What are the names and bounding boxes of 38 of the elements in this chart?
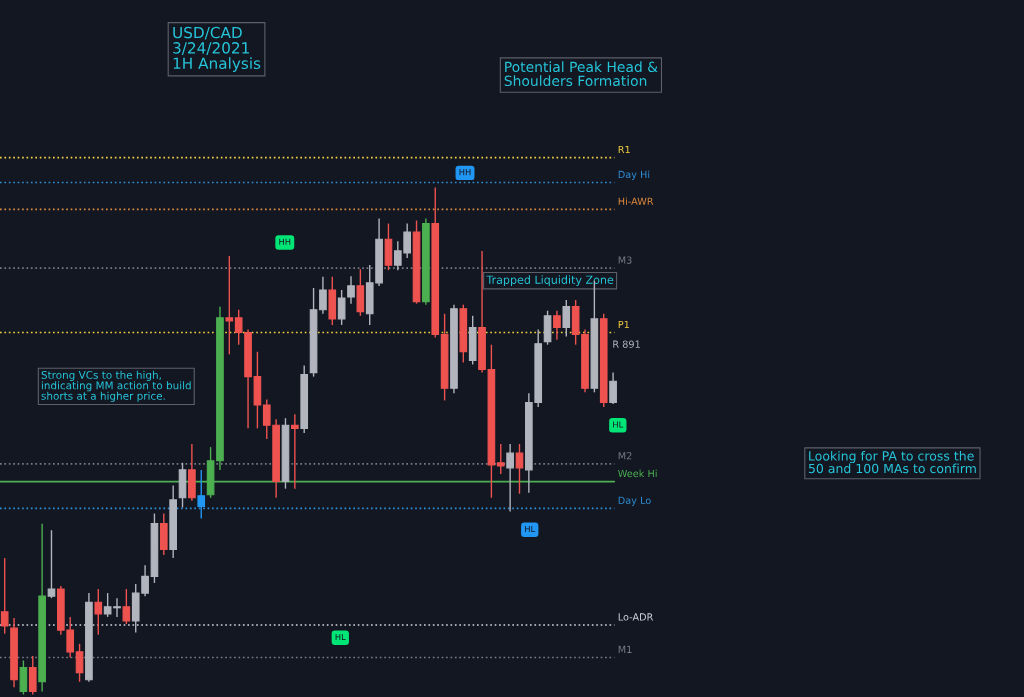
chart-title: USD/CAD 3/24/2021 1H Analysis <box>173 26 261 72</box>
ref-line-label: M3 <box>618 256 632 264</box>
candlestick <box>75 643 84 683</box>
candlestick <box>319 276 327 315</box>
candlestick <box>47 529 56 599</box>
text: Potential Peak Head & Shoulders Formation <box>504 61 658 87</box>
candlestick <box>562 299 571 338</box>
ref-line-label: M2 <box>618 452 632 460</box>
ref-line-label: Hi-AWR <box>618 197 654 205</box>
candlestick <box>291 413 299 490</box>
ref-line-label: M1 <box>618 645 632 653</box>
annotation: HH <box>279 238 291 245</box>
candlestick <box>0 557 9 635</box>
candlestick <box>553 310 561 341</box>
candlestick <box>19 659 28 696</box>
candlestick <box>94 588 103 636</box>
ref-line-label: P1 <box>618 320 629 328</box>
candlestick <box>28 655 37 696</box>
annotation: Trapped Liquidity Zone <box>486 275 614 287</box>
annotation: HL <box>525 525 536 533</box>
ref-line-label: Day Lo <box>618 496 651 506</box>
ref-line-label: Day Hi <box>618 170 650 180</box>
annotation: R 891 <box>613 340 640 348</box>
annotation: Strong VCs to the high, indicating MM action to build shorts at a higher price. <box>41 370 191 402</box>
candlestick <box>609 371 617 405</box>
candlestick <box>515 443 524 495</box>
text: Looking for PA to cross the 50 and 100 MAs to confirm <box>808 450 976 474</box>
candlestick <box>197 469 206 520</box>
text: HH <box>459 169 471 176</box>
candlestick <box>506 443 514 513</box>
candlestick <box>225 255 234 356</box>
annotation: HL <box>335 633 346 641</box>
ref-line-label: Week Hi <box>618 469 657 478</box>
candlestick <box>496 443 505 475</box>
ref-line-label: Lo-ADR <box>618 613 654 621</box>
ref-line-label: R1 <box>618 146 630 154</box>
candlestick <box>122 588 131 625</box>
annotation: HL <box>613 421 624 428</box>
